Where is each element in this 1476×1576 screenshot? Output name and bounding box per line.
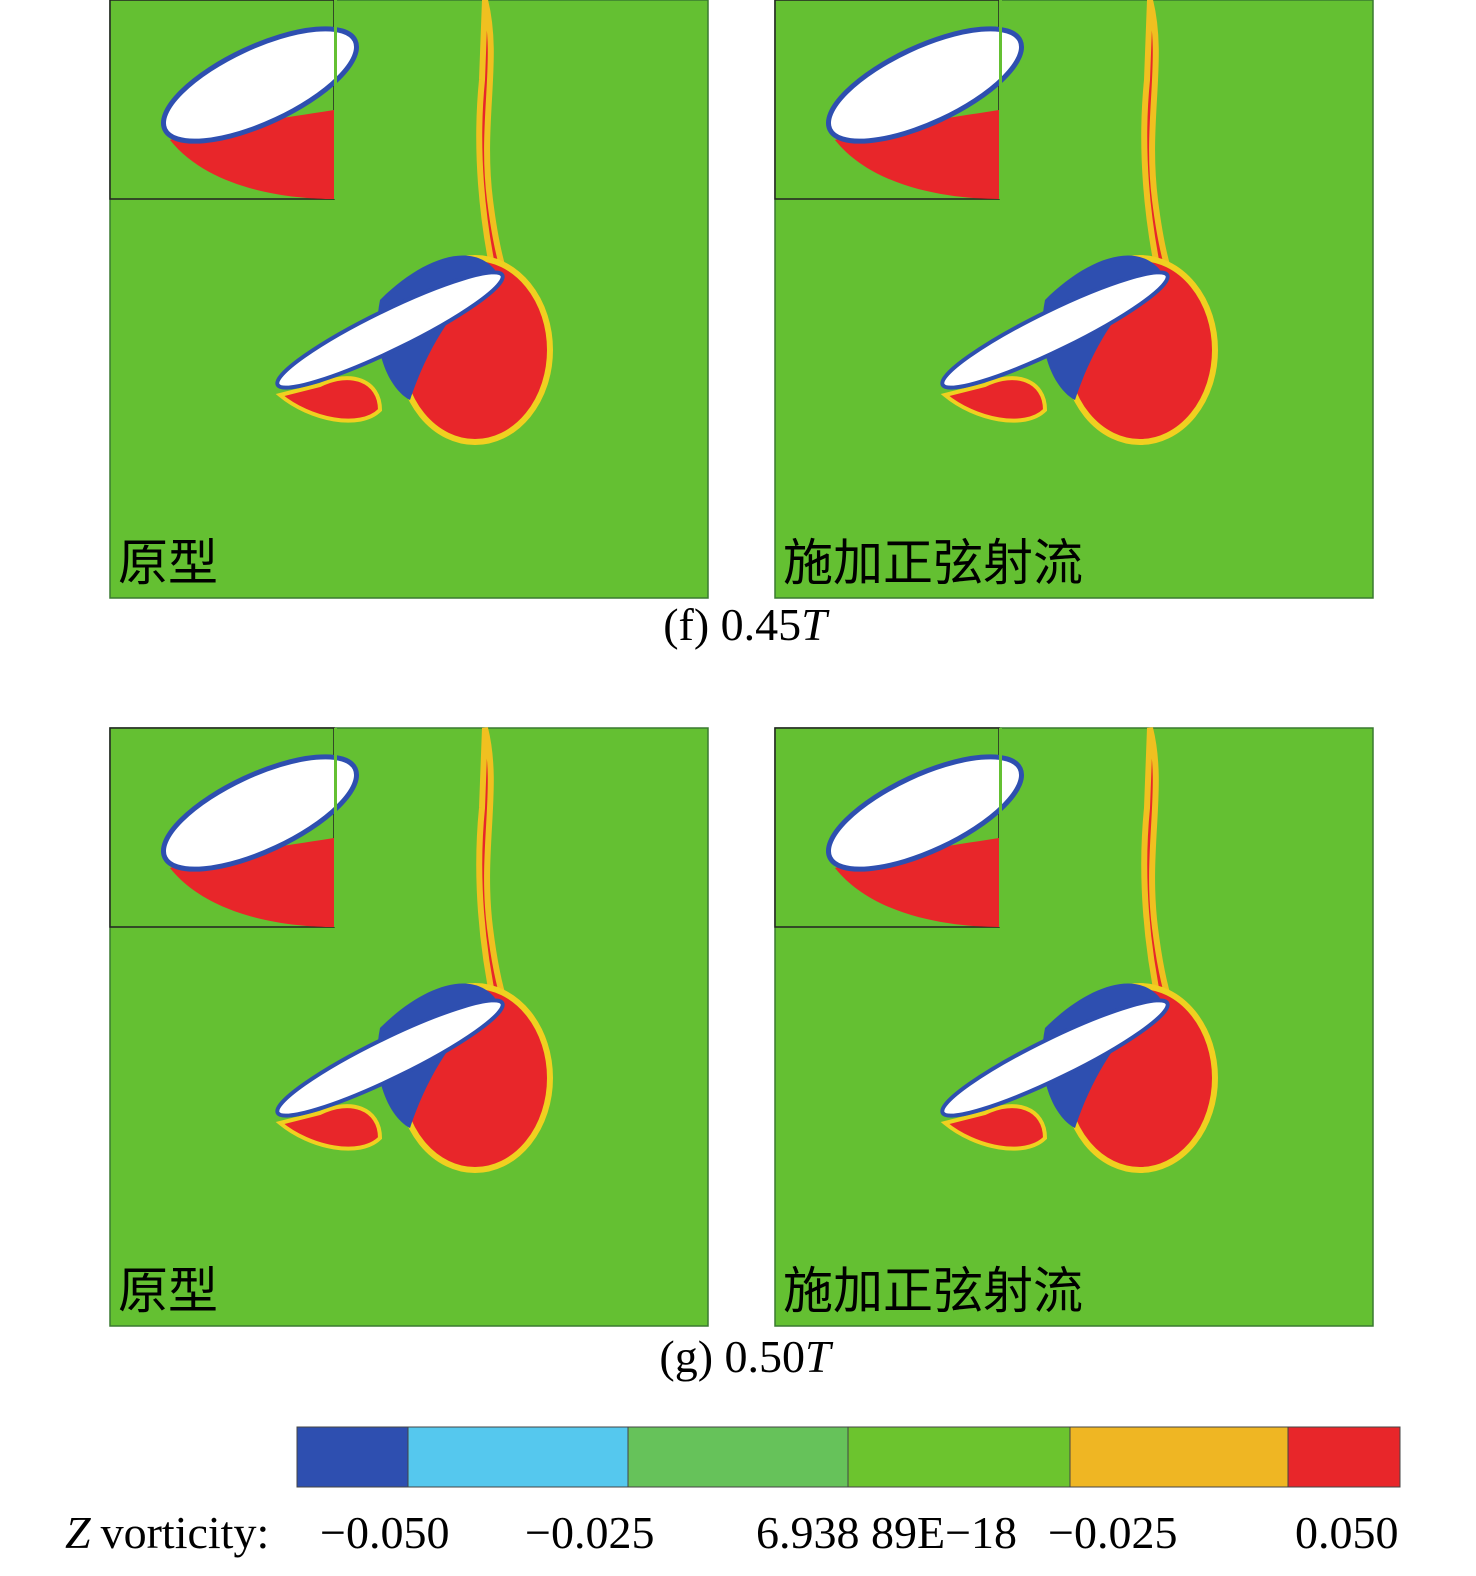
colorbar-label: −0.050	[320, 1507, 449, 1558]
flow-field	[775, 0, 1373, 598]
caption-variable: T	[805, 1331, 834, 1382]
colorbar-segment	[407, 1426, 629, 1488]
colorbar-label: 6.938 89E−18	[756, 1507, 1017, 1558]
colorbar-label: 0.050	[1295, 1507, 1399, 1558]
colorbar-title-text: vorticity:	[101, 1507, 270, 1558]
caption-text: (g) 0.50	[659, 1331, 805, 1382]
vorticity-panel: 原型	[110, 0, 708, 598]
colorbar-segment	[1287, 1426, 1401, 1488]
vorticity-panel: 施加正弦射流	[775, 0, 1373, 598]
colorbar-segment	[296, 1426, 409, 1488]
caption: (g) 0.50T	[659, 1331, 834, 1382]
vorticity-panel: 原型	[110, 728, 708, 1326]
colorbar-segment	[847, 1426, 1071, 1488]
panel-label: 原型	[118, 1263, 218, 1319]
flow-field	[775, 728, 1373, 1326]
caption-variable: T	[801, 599, 830, 650]
colorbar-label: −0.025	[1048, 1507, 1177, 1558]
flow-field	[110, 728, 708, 1326]
panel-label: 施加正弦射流	[783, 1263, 1083, 1319]
panel-label: 施加正弦射流	[783, 535, 1083, 591]
caption: (f) 0.45T	[663, 599, 830, 650]
colorbar-segment	[1069, 1426, 1289, 1488]
colorbar-title-var: Z	[65, 1507, 91, 1558]
vorticity-panel: 施加正弦射流	[775, 728, 1373, 1326]
colorbar-label: −0.025	[525, 1507, 654, 1558]
caption-text: (f) 0.45	[663, 599, 801, 650]
panel-label: 原型	[118, 535, 218, 591]
colorbar-segment	[627, 1426, 849, 1488]
flow-field	[110, 0, 708, 598]
